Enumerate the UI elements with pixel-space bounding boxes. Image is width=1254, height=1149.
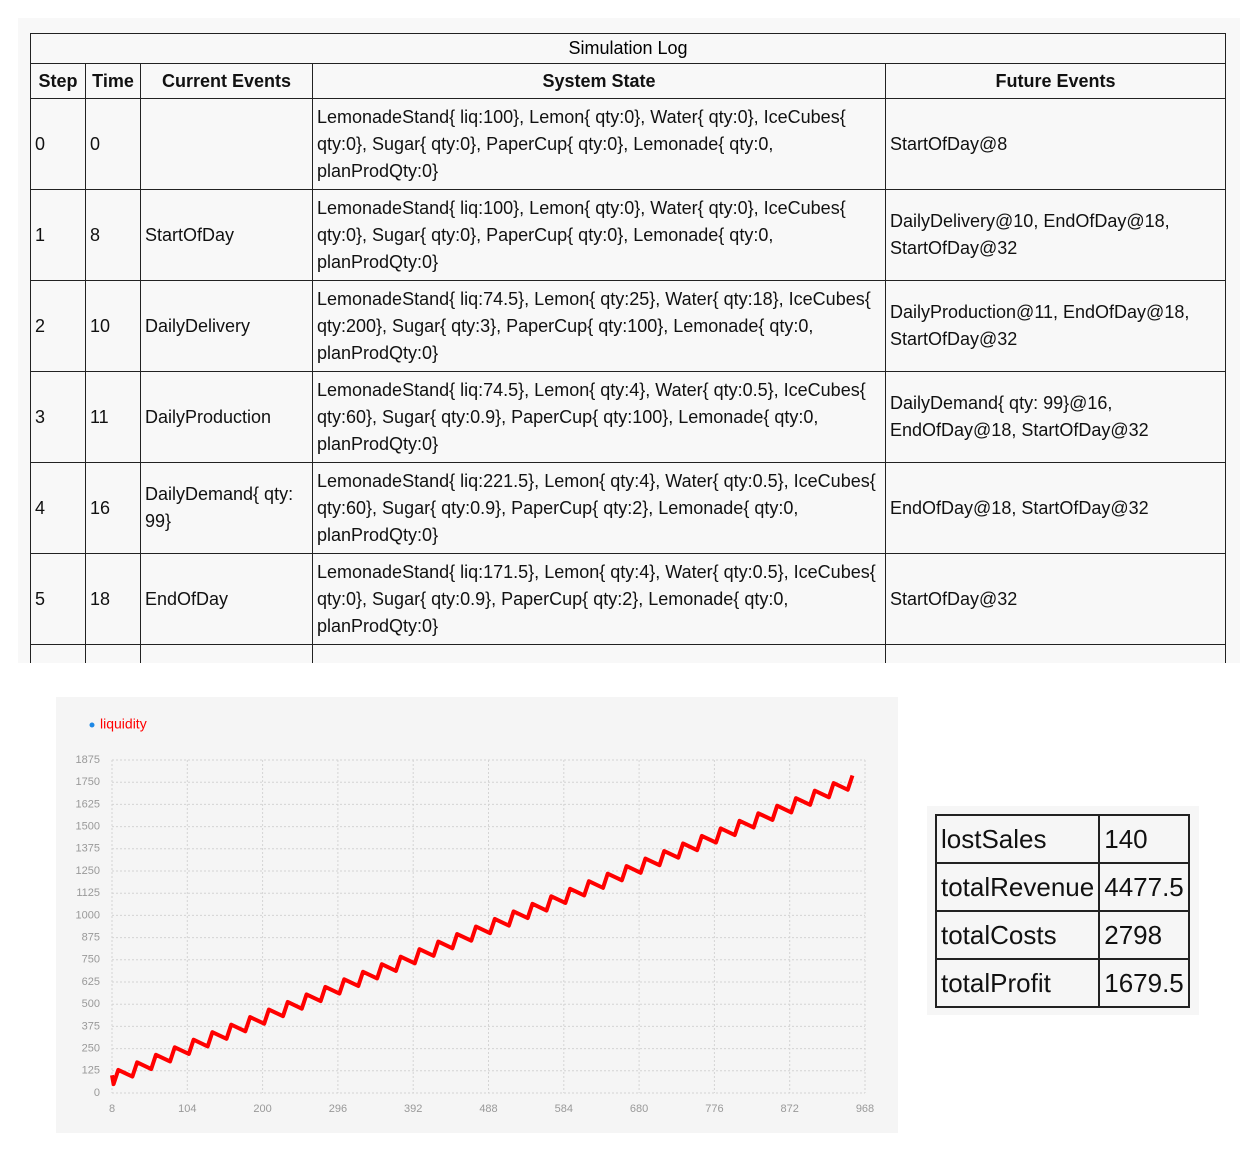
log-cell [85, 644, 141, 663]
summary-label: lostSales [934, 814, 1101, 864]
summary-label: totalProfit [934, 958, 1101, 1008]
log-cell: 0 [30, 98, 86, 190]
summary-label: totalCosts [934, 910, 1101, 960]
log-cell: 11 [85, 371, 141, 463]
line [110, 774, 855, 1087]
log-row: 4 16 DailyDemand{ qty: 99} LemonadeStand{ l… [30, 462, 1226, 554]
header-row: Step Time Current Events System State Future… [30, 63, 1226, 99]
log-row: 1 8 StartOfDay LemonadeStand{ liq:100}, Lem… [30, 189, 1226, 281]
log-cell: LemonadeStand{ liq:74.5}, Lemon{ qty:4},… [312, 371, 886, 463]
summary-table: lostSales 140 totalRevenue 4477.5 totalCosts… [934, 814, 1190, 1008]
x-tick-label: 296 [329, 1103, 347, 1115]
x-tick-label: 8 [109, 1103, 115, 1115]
log-cell: EndOfDay [140, 553, 313, 645]
log-cell: StartOfDay@32 [885, 553, 1226, 645]
x-tick-label: 104 [178, 1103, 196, 1115]
x-tick-label: 968 [856, 1103, 874, 1115]
column-header: System State [312, 63, 886, 99]
log-cell: 3 [30, 371, 86, 463]
log-cell: DailyDemand{ qty: 99} [140, 462, 313, 554]
log-body: 0 0 LemonadeStand{ liq:100}, Lemon{ qty:0}… [30, 98, 1226, 663]
log-cell: 0 [85, 98, 141, 190]
x-tick-label: 488 [479, 1103, 497, 1115]
y-tick-label: 1125 [76, 887, 100, 899]
y-tick-label: 500 [82, 998, 100, 1010]
log-cell [30, 644, 86, 663]
summary-value: 2798 [1098, 910, 1190, 960]
log-cell: DailyProduction [140, 371, 313, 463]
log-row: 3 11 DailyProduction LemonadeStand{ liq:74.… [30, 371, 1226, 463]
y-tick-label: 0 [94, 1087, 100, 1099]
log-cell: DailyDelivery [140, 280, 313, 372]
log-row: 2 10 DailyDelivery LemonadeStand{ liq:74.5}… [30, 280, 1226, 372]
y-tick-label: 375 [82, 1020, 100, 1032]
summary-value: 1679.5 [1098, 958, 1190, 1008]
log-cell: DailyProduction@11, EndOfDay@18, StartOf… [885, 280, 1226, 372]
x-tick-label: 392 [404, 1103, 422, 1115]
chart-panel: 0 125 250 375 500 625 750 875 1000 1125 1250 1375 15… [56, 697, 898, 1133]
log-cell [885, 644, 1226, 663]
x-tick-label: 584 [555, 1103, 573, 1115]
y-tick-label: 875 [82, 932, 100, 944]
x-tick-label: 680 [630, 1103, 648, 1115]
log-cell: DailyDemand{ qty: 99}@16, EndOfDay@18, S… [885, 371, 1226, 463]
log-cell: StartOfDay@8 [885, 98, 1226, 190]
column-header: Current Events [140, 63, 313, 99]
legend-marker [89, 722, 95, 728]
summary-row: totalRevenue 4477.5 [934, 862, 1190, 912]
log-row: 0 0 LemonadeStand{ liq:100}, Lemon{ qty:0}… [30, 98, 1226, 190]
y-tick-label: 750 [82, 954, 100, 966]
log-cell: 1 [30, 189, 86, 281]
y-tick-label: 1750 [76, 776, 100, 788]
y-tick-label: 1500 [76, 821, 100, 833]
legend-label: liquidity [100, 716, 147, 732]
column-header: Time [85, 63, 141, 99]
log-row [30, 644, 1226, 663]
log-cell: 2 [30, 280, 86, 372]
log-cell: StartOfDay [140, 189, 313, 281]
log-cell: 8 [85, 189, 141, 281]
log-cell [140, 644, 313, 663]
y-tick-label: 1375 [76, 843, 100, 855]
log-cell: 5 [30, 553, 86, 645]
x-tick-label: 776 [705, 1103, 723, 1115]
x-tick-label: 200 [253, 1103, 271, 1115]
summary-label: totalRevenue [934, 862, 1101, 912]
log-cell [312, 644, 886, 663]
summary-row: totalCosts 2798 [934, 910, 1190, 960]
summary-row: totalProfit 1679.5 [934, 958, 1190, 1008]
column-header: Future Events [885, 63, 1226, 99]
y-tick-label: 250 [82, 1043, 100, 1055]
log-title: Simulation Log [30, 33, 1226, 63]
log-row: 5 18 EndOfDay LemonadeStand{ liq:171.5}, Le… [30, 553, 1226, 645]
x-tick-label: 872 [781, 1103, 799, 1115]
log-cell: LemonadeStand{ liq:171.5}, Lemon{ qty:4}… [312, 553, 886, 645]
log-cell: LemonadeStand{ liq:100}, Lemon{ qty:0}, … [312, 98, 886, 190]
column-header: Step [30, 63, 86, 99]
log-cell: 18 [85, 553, 141, 645]
log-cell: LemonadeStand{ liq:221.5}, Lemon{ qty:4}… [312, 462, 886, 554]
log-cell: 4 [30, 462, 86, 554]
y-tick-label: 1000 [76, 909, 100, 921]
chart: 0 125 250 375 500 625 750 875 1000 1125 1250 1375 15… [76, 716, 875, 1115]
summary-row: lostSales 140 [934, 814, 1190, 864]
log-panel: Simulation Log Step Time Current Events Sys… [18, 18, 1240, 663]
y-tick-label: 1875 [76, 754, 100, 766]
log-cell: EndOfDay@18, StartOfDay@32 [885, 462, 1226, 554]
y-tick-label: 625 [82, 976, 100, 988]
log-cell [140, 98, 313, 190]
log-table: Simulation Log Step Time Current Events Sys… [30, 33, 1226, 663]
summary-value: 4477.5 [1098, 862, 1190, 912]
y-tick-label: 125 [82, 1065, 100, 1077]
log-cell: 10 [85, 280, 141, 372]
y-tick-label: 1250 [76, 865, 100, 877]
log-cell: DailyDelivery@10, EndOfDay@18, StartOfDa… [885, 189, 1226, 281]
log-cell: LemonadeStand{ liq:100}, Lemon{ qty:0}, … [312, 189, 886, 281]
log-cell: LemonadeStand{ liq:74.5}, Lemon{ qty:25}… [312, 280, 886, 372]
y-tick-label: 1625 [76, 798, 100, 810]
summary-panel: lostSales 140 totalRevenue 4477.5 totalCosts… [927, 806, 1199, 1015]
log-cell: 16 [85, 462, 141, 554]
summary-value: 140 [1098, 814, 1190, 864]
